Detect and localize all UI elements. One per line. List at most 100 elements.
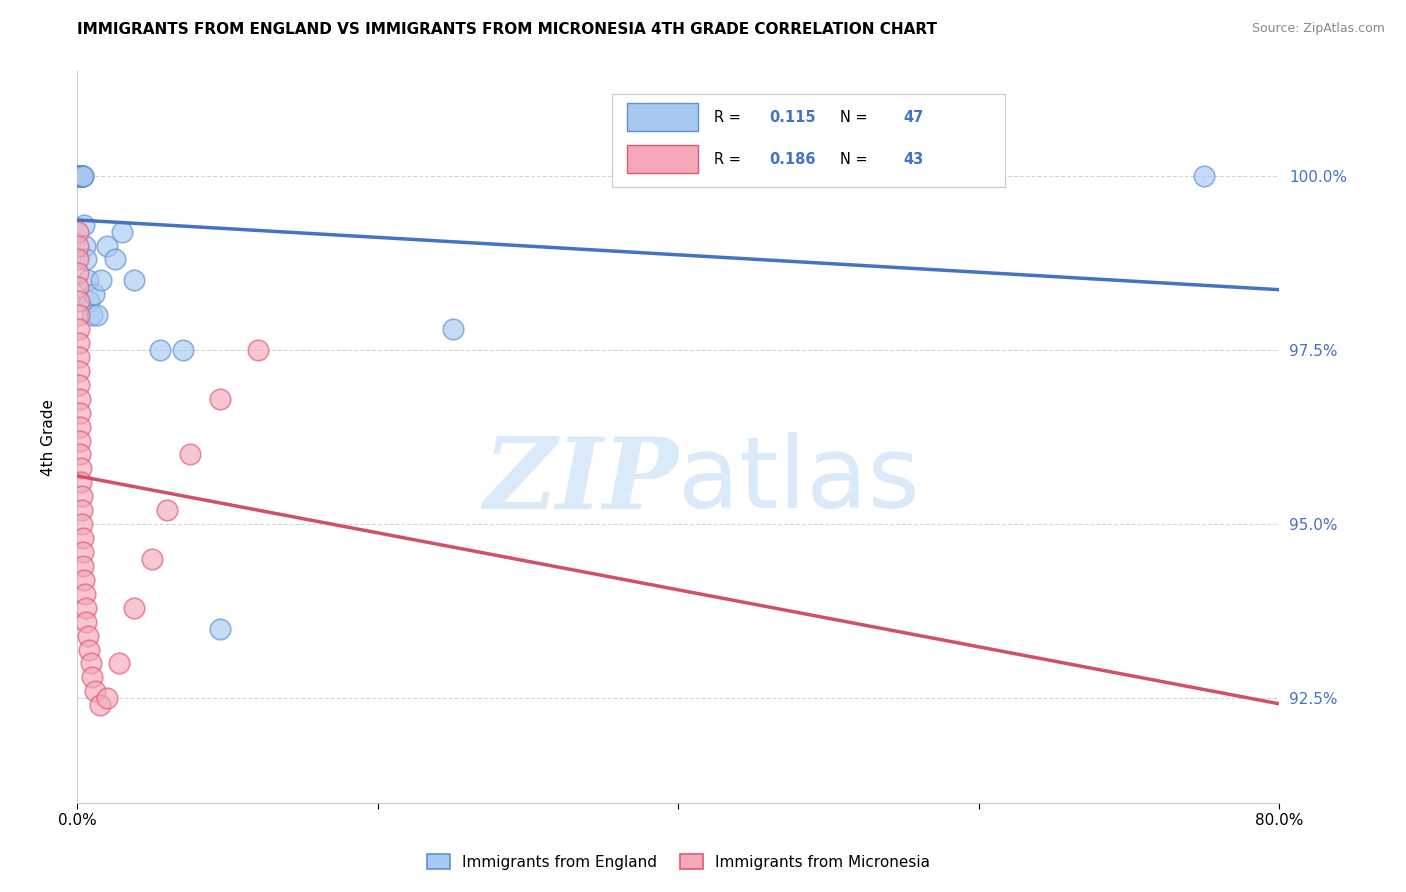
Point — [179, 448, 201, 462]
Point — [69, 169, 91, 183]
Point — [69, 169, 91, 183]
Text: 43: 43 — [903, 152, 924, 167]
Y-axis label: 4th Grade: 4th Grade — [41, 399, 56, 475]
Point — [72, 169, 94, 183]
Text: Source: ZipAtlas.com: Source: ZipAtlas.com — [1251, 22, 1385, 36]
Point — [69, 461, 91, 475]
Text: 47: 47 — [903, 110, 924, 125]
Point — [69, 169, 91, 183]
Text: R =: R = — [714, 152, 745, 167]
Point — [172, 343, 194, 357]
Point — [67, 364, 90, 378]
Point — [70, 169, 93, 183]
Point — [67, 169, 90, 183]
Point — [67, 308, 90, 322]
Text: N =: N = — [839, 110, 872, 125]
Point — [72, 545, 94, 559]
Point — [156, 503, 179, 517]
Point — [69, 169, 91, 183]
Point — [73, 587, 96, 601]
Bar — [627, 145, 699, 173]
Point — [69, 406, 91, 420]
Point — [79, 642, 101, 657]
Point — [70, 489, 93, 503]
Point — [80, 308, 103, 322]
Point — [209, 622, 232, 636]
Point — [90, 273, 112, 287]
Point — [72, 558, 94, 573]
Point — [108, 657, 131, 671]
Point — [69, 169, 91, 183]
Point — [69, 169, 91, 183]
Point — [73, 238, 96, 252]
Point — [67, 322, 90, 336]
Point — [246, 343, 269, 357]
Point — [149, 343, 172, 357]
Text: N =: N = — [839, 152, 872, 167]
Point — [86, 308, 108, 322]
Point — [69, 434, 91, 448]
Point — [75, 615, 97, 629]
Point — [84, 684, 107, 698]
Text: R =: R = — [714, 110, 745, 125]
Bar — [627, 103, 699, 131]
Text: 0.115: 0.115 — [769, 110, 815, 125]
Point — [70, 169, 93, 183]
Point — [70, 169, 93, 183]
Point — [72, 169, 94, 183]
Point — [67, 169, 90, 183]
Point — [67, 169, 90, 183]
Point — [72, 517, 94, 532]
Point — [67, 336, 90, 351]
Point — [67, 169, 90, 183]
Point — [70, 503, 93, 517]
Point — [72, 218, 94, 232]
Text: ZIP: ZIP — [484, 433, 679, 529]
Point — [67, 294, 90, 309]
Point — [69, 169, 91, 183]
Point — [67, 252, 90, 267]
Point — [73, 573, 96, 587]
Point — [75, 600, 97, 615]
Point — [70, 169, 93, 183]
Point — [67, 169, 90, 183]
Point — [67, 377, 90, 392]
Point — [209, 392, 232, 406]
Point — [75, 252, 97, 267]
Point — [67, 169, 90, 183]
Point — [124, 600, 146, 615]
Point — [96, 691, 118, 706]
Point — [70, 169, 93, 183]
Point — [66, 238, 89, 252]
Point — [83, 287, 105, 301]
Point — [69, 169, 91, 183]
Point — [70, 169, 93, 183]
Point — [76, 629, 98, 643]
Point — [67, 266, 90, 280]
Point — [67, 169, 90, 183]
Point — [441, 322, 464, 336]
Point — [82, 670, 104, 684]
Point — [70, 169, 93, 183]
Text: atlas: atlas — [679, 433, 920, 530]
Text: IMMIGRANTS FROM ENGLAND VS IMMIGRANTS FROM MICRONESIA 4TH GRADE CORRELATION CHAR: IMMIGRANTS FROM ENGLAND VS IMMIGRANTS FR… — [77, 22, 938, 37]
Point — [67, 350, 90, 364]
Point — [1194, 169, 1216, 183]
Point — [111, 225, 134, 239]
Legend: Immigrants from England, Immigrants from Micronesia: Immigrants from England, Immigrants from… — [420, 847, 936, 876]
Point — [104, 252, 127, 267]
Point — [69, 448, 91, 462]
Point — [67, 169, 90, 183]
Point — [141, 552, 163, 566]
Point — [69, 392, 91, 406]
Point — [80, 657, 103, 671]
Point — [76, 273, 98, 287]
Point — [96, 238, 118, 252]
Point — [79, 294, 101, 309]
Point — [67, 169, 90, 183]
Point — [72, 531, 94, 545]
Point — [70, 475, 93, 490]
Point — [67, 280, 90, 294]
Text: 0.186: 0.186 — [769, 152, 815, 167]
Point — [69, 169, 91, 183]
